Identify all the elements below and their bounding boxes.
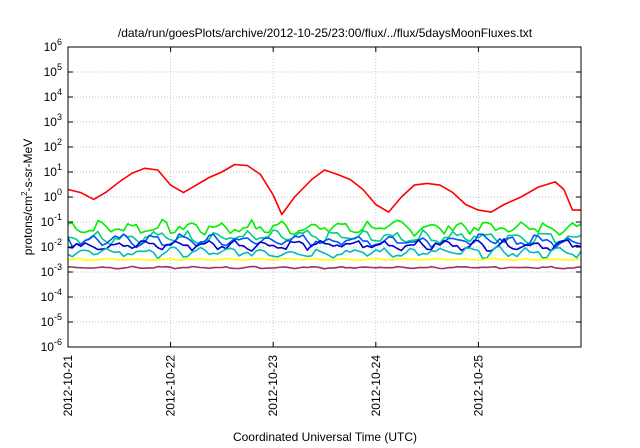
x-tick-label: 2012-10-25 [471,355,485,417]
y-tick-label: 10-3 [41,262,62,279]
chart-title: /data/run/goesPlots/archive/2012-10-25/2… [118,26,533,40]
y-tick-label: 106 [44,37,62,54]
x-ticks: 2012-10-21 2012-10-22 2012-10-23 2012-10-24… [61,47,485,416]
y-tick-exp: -6 [54,337,62,347]
series-line [67,233,582,249]
x-tick-label: 2012-10-23 [266,355,280,417]
y-tick-base: 10 [41,340,55,354]
grid [68,47,581,347]
y-tick-base: 10 [44,140,58,154]
series-group [67,163,582,270]
y-tick-base: 10 [41,290,55,304]
y-tick-base: 10 [44,190,58,204]
y-tick-exp: 2 [57,137,62,147]
y-tick-exp: 1 [57,162,62,172]
y-tick-exp: -5 [54,312,62,322]
y-tick-base: 10 [41,265,55,279]
y-tick-base: 10 [44,40,58,54]
y-tick-exp: 4 [57,87,62,97]
y-tick-base: 10 [41,215,55,229]
y-tick-label: 10-5 [41,312,62,329]
y-tick-base: 10 [41,240,55,254]
y-tick-base: 10 [44,165,58,179]
y-tick-exp: -1 [54,212,62,222]
x-tick-label: 2012-10-24 [369,355,383,417]
y-axis-label: protons/cm2-s-sr-MeV [20,139,35,255]
y-tick-base: 10 [41,315,55,329]
x-axis-label: Coordinated Universal Time (UTC) [233,430,417,444]
y-tick-base: 10 [44,115,58,129]
y-tick-label: 103 [44,112,62,129]
y-tick-base: 10 [44,65,58,79]
y-tick-label: 104 [44,87,62,104]
y-tick-exp: -3 [54,262,62,272]
y-tick-exp: 0 [57,187,62,197]
y-ticks: 10-610-510-410-310-210-11001011021031041… [41,37,581,354]
series-line [67,245,582,260]
y-tick-label: 105 [44,62,62,79]
series-line [67,229,582,246]
y-tick-label: 101 [44,162,62,179]
y-tick-label: 10-6 [41,337,62,354]
y-tick-exp: 3 [57,112,62,122]
y-tick-exp: 5 [57,62,62,72]
x-tick-label: 2012-10-21 [61,355,75,417]
x-tick-label: 2012-10-22 [164,355,178,417]
y-tick-label: 10-1 [41,212,62,229]
y-tick-exp: -2 [54,237,62,247]
y-tick-base: 10 [44,90,58,104]
y-tick-label: 100 [44,187,62,204]
y-tick-exp: -4 [54,287,62,297]
y-axis-label-sup: 2 [20,191,29,196]
y-tick-label: 102 [44,137,62,154]
y-axis-label-base: protons/cm [21,196,35,255]
y-tick-label: 10-4 [41,287,62,304]
series-line [67,265,582,270]
series-line [67,163,581,216]
y-tick-exp: 6 [57,37,62,47]
y-tick-label: 10-2 [41,237,62,254]
series-line [67,257,582,262]
y-axis-label-rest: -s-sr-MeV [21,139,35,192]
series-line [67,218,582,237]
